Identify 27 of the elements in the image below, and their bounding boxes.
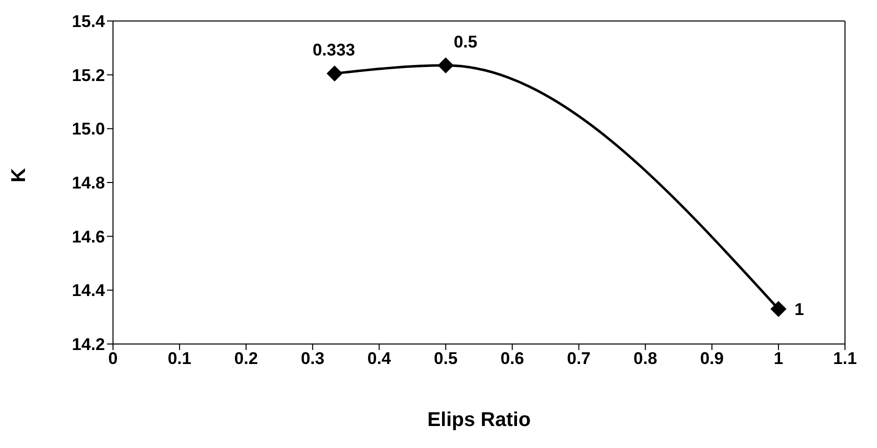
x-tick-label: 0.8 [634,349,658,368]
point [326,65,343,82]
y-axis-title: K [8,168,30,182]
x-tick-label: 1 [774,349,784,368]
annotation: 0.5 [454,32,478,52]
y-tick-label: 14.8 [72,174,105,193]
x-tick-label: 0.4 [367,349,392,368]
point [770,301,786,318]
x-tick-label: 0 [108,349,118,368]
x-tick-label: 0.6 [500,349,524,368]
point [438,57,454,74]
x-tick-label: 0.3 [300,349,324,368]
y-tick-label: 14.2 [72,335,105,354]
x-tick-label: 1.1 [833,349,857,368]
x-tick-label: 0.2 [234,349,258,368]
annotation: 1 [794,300,804,320]
y-tick-label: 14.6 [72,227,105,246]
x-axis-title: Elips Ratio [427,409,531,431]
y-tick-label: 14.4 [72,281,106,300]
y-tick-label: 15.2 [72,66,105,85]
y-tick-label: 15.0 [72,120,105,139]
x-tick-label: 0.9 [700,349,724,368]
y-tick-label: 15.4 [72,12,106,32]
annotation: 0.333 [312,40,356,60]
x-tick-label: 0.1 [168,349,192,368]
x-tick-label: 0.7 [567,349,591,368]
x-tick-label: 0.5 [434,349,458,368]
